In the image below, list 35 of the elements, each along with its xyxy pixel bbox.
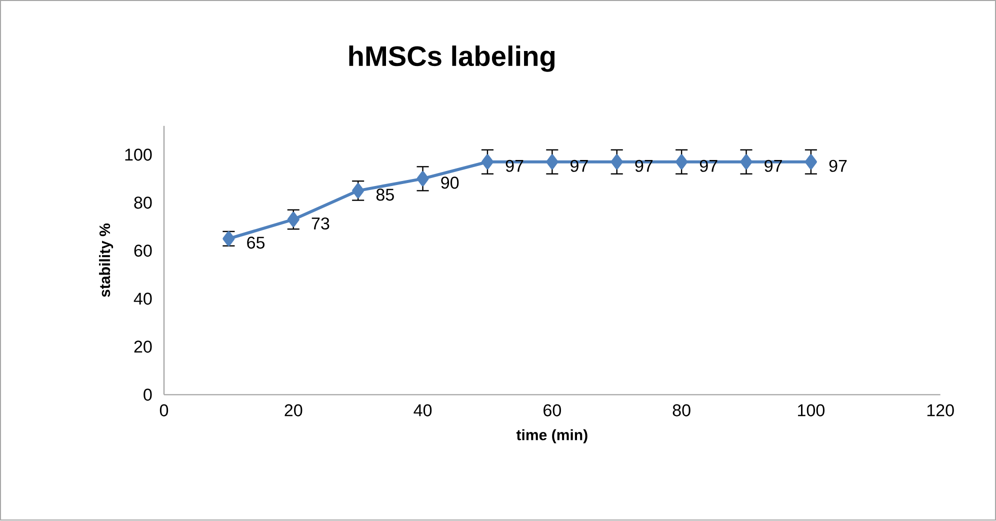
y-tick-label: 20 [134, 340, 152, 353]
point [740, 154, 752, 170]
y-tick-label: 0 [144, 388, 152, 401]
data-label: 90 [441, 176, 459, 189]
data-label: 73 [312, 218, 330, 230]
y-tick-label: 80 [134, 196, 152, 209]
data-label: 97 [764, 160, 782, 172]
x-axis-title: time (min) [516, 429, 588, 444]
data-label: 97 [570, 160, 588, 172]
x-tick-label: 20 [284, 404, 302, 417]
x-tick-label: 100 [798, 404, 825, 417]
x-tick-label: 0 [160, 404, 168, 417]
data-label: 65 [247, 236, 265, 249]
data-label: 97 [700, 160, 718, 172]
y-tick-label: 60 [134, 244, 152, 257]
y-tick-label: 40 [134, 292, 152, 305]
point [804, 154, 817, 170]
x-tick-label: 80 [672, 404, 690, 417]
point [352, 183, 364, 198]
y-tick-label: 100 [125, 148, 152, 161]
data-label: 85 [376, 188, 394, 201]
x-tick-label: 120 [927, 404, 954, 417]
point [287, 212, 300, 228]
point [676, 154, 688, 170]
x-tick-label: 60 [544, 404, 561, 417]
point [481, 154, 494, 170]
data-label: 97 [829, 160, 847, 172]
x-tick-label: 40 [414, 404, 432, 417]
point [546, 154, 558, 170]
chart-title: hMSCs labeling [349, 46, 555, 72]
point [416, 171, 429, 186]
data-label: 97 [506, 160, 524, 172]
data-label: 97 [635, 160, 653, 172]
point [610, 154, 623, 170]
y-axis-title: stability % [99, 224, 114, 298]
